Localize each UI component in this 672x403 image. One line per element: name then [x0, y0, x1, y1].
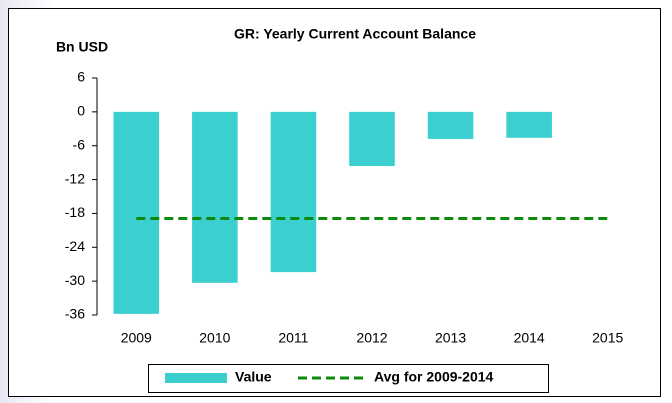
bar: [349, 111, 395, 167]
x-tick-label: 2013: [435, 330, 466, 346]
chart-title: GR: Yearly Current Account Balance: [234, 26, 476, 42]
legend-label: Value: [235, 369, 272, 385]
x-tick-label: 2010: [199, 330, 230, 346]
y-tick-label: 0: [77, 103, 85, 119]
bar: [270, 111, 317, 273]
x-tick-label: 2015: [592, 330, 623, 346]
x-tick-label: 2009: [121, 330, 152, 346]
x-tick-label: 2014: [514, 330, 545, 346]
bar: [506, 111, 552, 138]
y-tick-label: -18: [65, 204, 85, 220]
chart-frame: [8, 8, 661, 397]
y-tick-label: 6: [77, 69, 85, 85]
bar: [113, 111, 160, 314]
y-tick-label: -36: [65, 306, 85, 322]
y-axis-label: Bn USD: [56, 39, 108, 55]
y-tick-label: -30: [65, 272, 85, 288]
y-tick-label: -12: [65, 170, 85, 186]
legend-label: Avg for 2009-2014: [374, 369, 494, 385]
bar: [427, 111, 474, 139]
y-tick-label: -24: [65, 238, 85, 254]
x-tick-label: 2011: [278, 330, 308, 346]
y-tick-label: -6: [73, 136, 86, 152]
bar: [192, 111, 238, 283]
legend-swatch: [165, 373, 227, 383]
x-tick-label: 2012: [356, 330, 387, 346]
